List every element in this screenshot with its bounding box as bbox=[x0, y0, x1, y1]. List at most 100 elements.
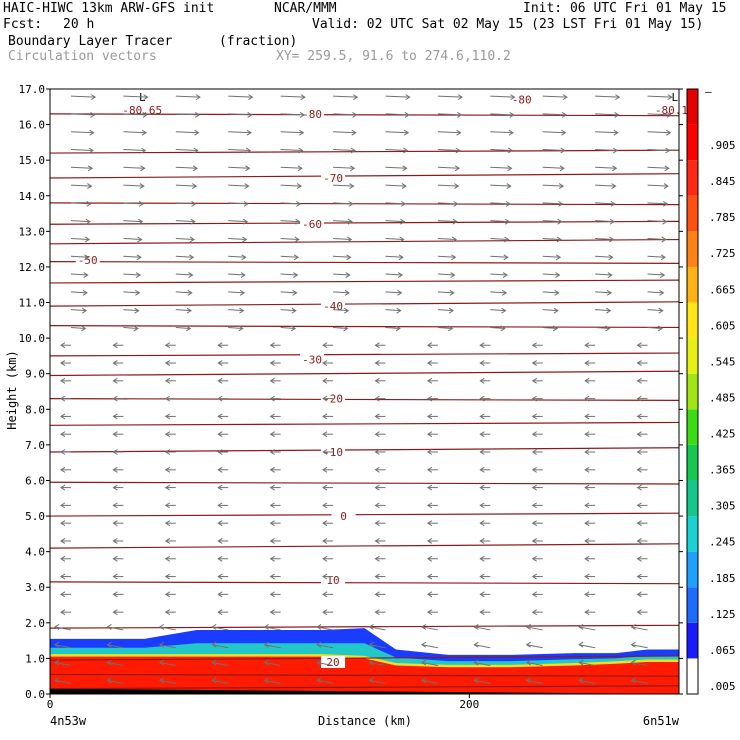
vector-arrowhead bbox=[343, 325, 349, 332]
circulation-vector bbox=[316, 679, 334, 684]
vector-arrowhead bbox=[60, 520, 66, 527]
vector-arrowhead bbox=[263, 641, 269, 648]
vector-arrowhead bbox=[322, 431, 328, 438]
vector-arrowhead bbox=[662, 218, 668, 225]
circulation-vector bbox=[70, 255, 89, 258]
circulation-vector bbox=[647, 237, 666, 240]
circulation-vector bbox=[385, 220, 405, 223]
vector-arrowhead bbox=[269, 360, 275, 366]
vector-arrowhead bbox=[455, 147, 461, 154]
vector-arrowhead bbox=[636, 538, 642, 544]
vector-arrowhead bbox=[426, 538, 433, 544]
x-tick-label: 0 bbox=[47, 698, 54, 711]
vector-arrowhead bbox=[555, 272, 561, 278]
vector-arrowhead bbox=[449, 289, 455, 296]
circulation-vector bbox=[123, 326, 138, 329]
circulation-vector bbox=[490, 149, 513, 151]
vector-arrowhead bbox=[351, 129, 357, 136]
vector-arrowhead bbox=[507, 147, 514, 154]
circulation-vector bbox=[333, 255, 351, 258]
isotherm-line bbox=[49, 581, 680, 585]
vector-arrowhead bbox=[636, 609, 642, 616]
vector-arrowhead bbox=[164, 431, 171, 438]
vector-arrowhead bbox=[368, 677, 374, 684]
vector-arrowhead bbox=[140, 165, 146, 172]
circulation-vector bbox=[228, 95, 253, 98]
circulation-vector bbox=[542, 113, 567, 116]
vector-arrowhead bbox=[531, 449, 537, 455]
circulation-vector bbox=[474, 662, 491, 667]
vector-arrowhead bbox=[510, 94, 516, 101]
circulation-vector bbox=[631, 679, 648, 684]
isotherm-line bbox=[49, 173, 680, 179]
vector-arrowhead bbox=[578, 659, 584, 666]
field-name: Boundary Layer Tracer bbox=[8, 34, 173, 49]
colorbar-swatch bbox=[687, 409, 698, 445]
circulation-vector bbox=[333, 149, 356, 151]
vector-arrowhead bbox=[136, 254, 142, 261]
vector-arrowhead bbox=[60, 395, 66, 402]
circulation-vector bbox=[280, 131, 304, 134]
vector-arrowhead bbox=[659, 272, 666, 278]
vector-arrowhead bbox=[531, 538, 537, 544]
vector-arrowhead bbox=[479, 431, 485, 438]
isotherm-label: -80 bbox=[512, 94, 532, 107]
vector-arrowhead bbox=[322, 555, 328, 562]
vector-arrowhead bbox=[217, 342, 223, 349]
vector-arrowhead bbox=[346, 254, 352, 261]
vector-arrowhead bbox=[368, 624, 374, 630]
vector-label: Circulation vectors bbox=[8, 49, 157, 64]
vector-arrowhead bbox=[374, 502, 380, 509]
vector-arrowhead bbox=[426, 555, 433, 562]
vector-arrowhead bbox=[269, 555, 275, 562]
vector-arrowhead bbox=[269, 573, 275, 580]
vector-arrowhead bbox=[561, 129, 567, 136]
circulation-vector bbox=[526, 626, 543, 631]
vector-arrowhead bbox=[630, 624, 636, 630]
circulation-vector bbox=[107, 662, 124, 667]
vector-arrowhead bbox=[60, 449, 66, 455]
vector-arrowhead bbox=[164, 484, 171, 491]
circulation-vector bbox=[385, 149, 408, 151]
vector-arrowhead bbox=[426, 342, 433, 349]
circulation-vector bbox=[123, 113, 147, 116]
vector-arrowhead bbox=[322, 520, 328, 527]
circulation-vector bbox=[228, 131, 251, 134]
circulation-vector bbox=[437, 131, 461, 134]
vector-arrowhead bbox=[269, 484, 275, 491]
vector-arrowhead bbox=[531, 555, 537, 562]
vector-arrowhead bbox=[374, 431, 380, 438]
vector-arrowhead bbox=[400, 200, 407, 207]
circulation-vector bbox=[280, 291, 297, 294]
vector-arrowhead bbox=[660, 254, 666, 261]
vector-arrowhead bbox=[290, 325, 297, 332]
circulation-vector bbox=[123, 184, 144, 187]
vector-arrowhead bbox=[610, 200, 616, 207]
vector-arrowhead bbox=[374, 342, 380, 349]
vector-arrowhead bbox=[397, 272, 404, 278]
colorbar-swatch bbox=[687, 658, 698, 694]
vector-arrowhead bbox=[611, 183, 617, 190]
vector-arrowhead bbox=[112, 609, 118, 616]
vector-arrowhead bbox=[374, 377, 380, 384]
vector-arrowhead bbox=[84, 254, 90, 261]
circulation-vector bbox=[175, 113, 200, 116]
vector-arrowhead bbox=[554, 289, 560, 296]
vector-arrowhead bbox=[112, 520, 118, 527]
isotherm-label-bg bbox=[321, 655, 346, 668]
circulation-vector bbox=[333, 309, 349, 312]
circulation-vector bbox=[542, 149, 565, 151]
vector-arrowhead bbox=[242, 218, 249, 225]
vector-arrowhead bbox=[217, 377, 223, 384]
vector-arrowhead bbox=[508, 129, 514, 136]
circulation-vector bbox=[159, 662, 176, 667]
vector-arrowhead bbox=[426, 502, 433, 509]
circulation-vector bbox=[542, 255, 561, 258]
circulation-vector bbox=[421, 662, 438, 667]
circulation-vector bbox=[333, 95, 358, 98]
vector-arrowhead bbox=[345, 272, 351, 278]
vector-arrowhead bbox=[420, 624, 427, 630]
vector-arrowhead bbox=[137, 236, 143, 243]
circulation-vector bbox=[175, 95, 201, 98]
circulation-vector bbox=[70, 131, 94, 134]
